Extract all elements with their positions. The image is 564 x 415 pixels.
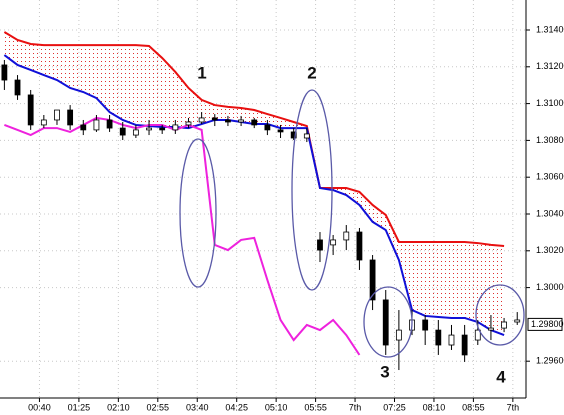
candle-body xyxy=(198,117,205,123)
price-marker-box xyxy=(527,317,563,331)
annotation-label: 2 xyxy=(307,63,316,82)
candle-body xyxy=(290,131,297,139)
candle-body xyxy=(172,124,179,131)
y-tick-label: 1.31000 xyxy=(536,98,564,108)
annotation-label: 1 xyxy=(197,63,206,82)
candle-body xyxy=(80,124,87,131)
x-tick-label: 02:55 xyxy=(147,402,170,412)
candle-body xyxy=(382,299,389,346)
candle-body xyxy=(474,329,481,341)
candle-body xyxy=(119,127,126,136)
candle-body xyxy=(330,239,337,246)
x-tick-label: 05:55 xyxy=(304,402,327,412)
candle-body xyxy=(264,124,271,131)
candle-body xyxy=(185,121,192,126)
candle-body xyxy=(132,129,139,136)
price-marker-label: 1.29800 xyxy=(531,319,564,329)
y-tick-label: 1.30000 xyxy=(536,282,564,292)
y-tick-label: 1.30400 xyxy=(536,208,564,218)
candle-body xyxy=(14,79,21,96)
candle-body xyxy=(146,127,152,131)
x-tick-label: 7th xyxy=(507,402,520,412)
x-tick-label: 05:10 xyxy=(265,402,288,412)
candle-body xyxy=(369,259,376,301)
cloud-fill xyxy=(4,32,505,336)
candle-body xyxy=(67,109,74,126)
candle-body xyxy=(238,119,244,123)
x-tick-label: 7th xyxy=(349,402,362,412)
indicator-line xyxy=(3,31,505,248)
annotation-label: 3 xyxy=(380,362,389,381)
candle-body xyxy=(225,119,231,123)
x-tick-label: 08:55 xyxy=(462,402,485,412)
y-tick-label: 1.30800 xyxy=(536,135,564,145)
x-tick-label: 03:40 xyxy=(186,402,209,412)
y-tick-label: 1.30600 xyxy=(536,172,564,182)
candle-body xyxy=(435,329,442,346)
candle-body xyxy=(277,129,284,133)
x-tick-label: 07:25 xyxy=(383,402,406,412)
y-tick-label: 1.31400 xyxy=(536,24,564,34)
candle-body xyxy=(448,334,455,346)
axes: 1.31400 1.31200 1.31000 1.30800 1.30600 1.304… xyxy=(28,24,564,412)
ellipse xyxy=(291,89,333,291)
candle-body xyxy=(251,119,258,126)
annotation-ellipses xyxy=(179,89,525,358)
annotation-label: 4 xyxy=(496,367,506,386)
candle-body xyxy=(395,329,402,341)
candle-body xyxy=(514,319,521,323)
x-tick-label: 00:40 xyxy=(28,402,51,412)
candle-body xyxy=(159,127,166,131)
candle-body xyxy=(211,117,218,121)
candle-body xyxy=(461,334,468,356)
candle-body xyxy=(422,319,429,331)
candle-body xyxy=(501,321,507,329)
x-tick-label: 08:10 xyxy=(423,402,446,412)
ellipse xyxy=(179,138,217,288)
candle-body xyxy=(40,119,47,126)
x-tick-label: 01:25 xyxy=(68,402,91,412)
candle-body xyxy=(488,327,494,331)
candle-body xyxy=(54,109,60,121)
y-tick-label: 1.31200 xyxy=(536,61,564,71)
candle-body xyxy=(27,94,34,126)
candle-body xyxy=(106,119,113,129)
y-tick-label: 1.30200 xyxy=(536,245,564,255)
x-tick-label: 04:25 xyxy=(225,402,248,412)
candle-body xyxy=(93,119,100,131)
candle-body xyxy=(1,64,8,81)
candle-body xyxy=(356,231,363,261)
x-tick-label: 02:10 xyxy=(107,402,130,412)
ellipse xyxy=(475,284,525,346)
candle-body xyxy=(303,133,310,139)
ellipse xyxy=(363,286,413,358)
candles xyxy=(1,59,521,371)
candle-body xyxy=(343,231,350,241)
candle-body xyxy=(317,239,323,251)
annotations: 1 2 3 4 xyxy=(197,63,506,386)
indicator-line xyxy=(4,116,361,356)
